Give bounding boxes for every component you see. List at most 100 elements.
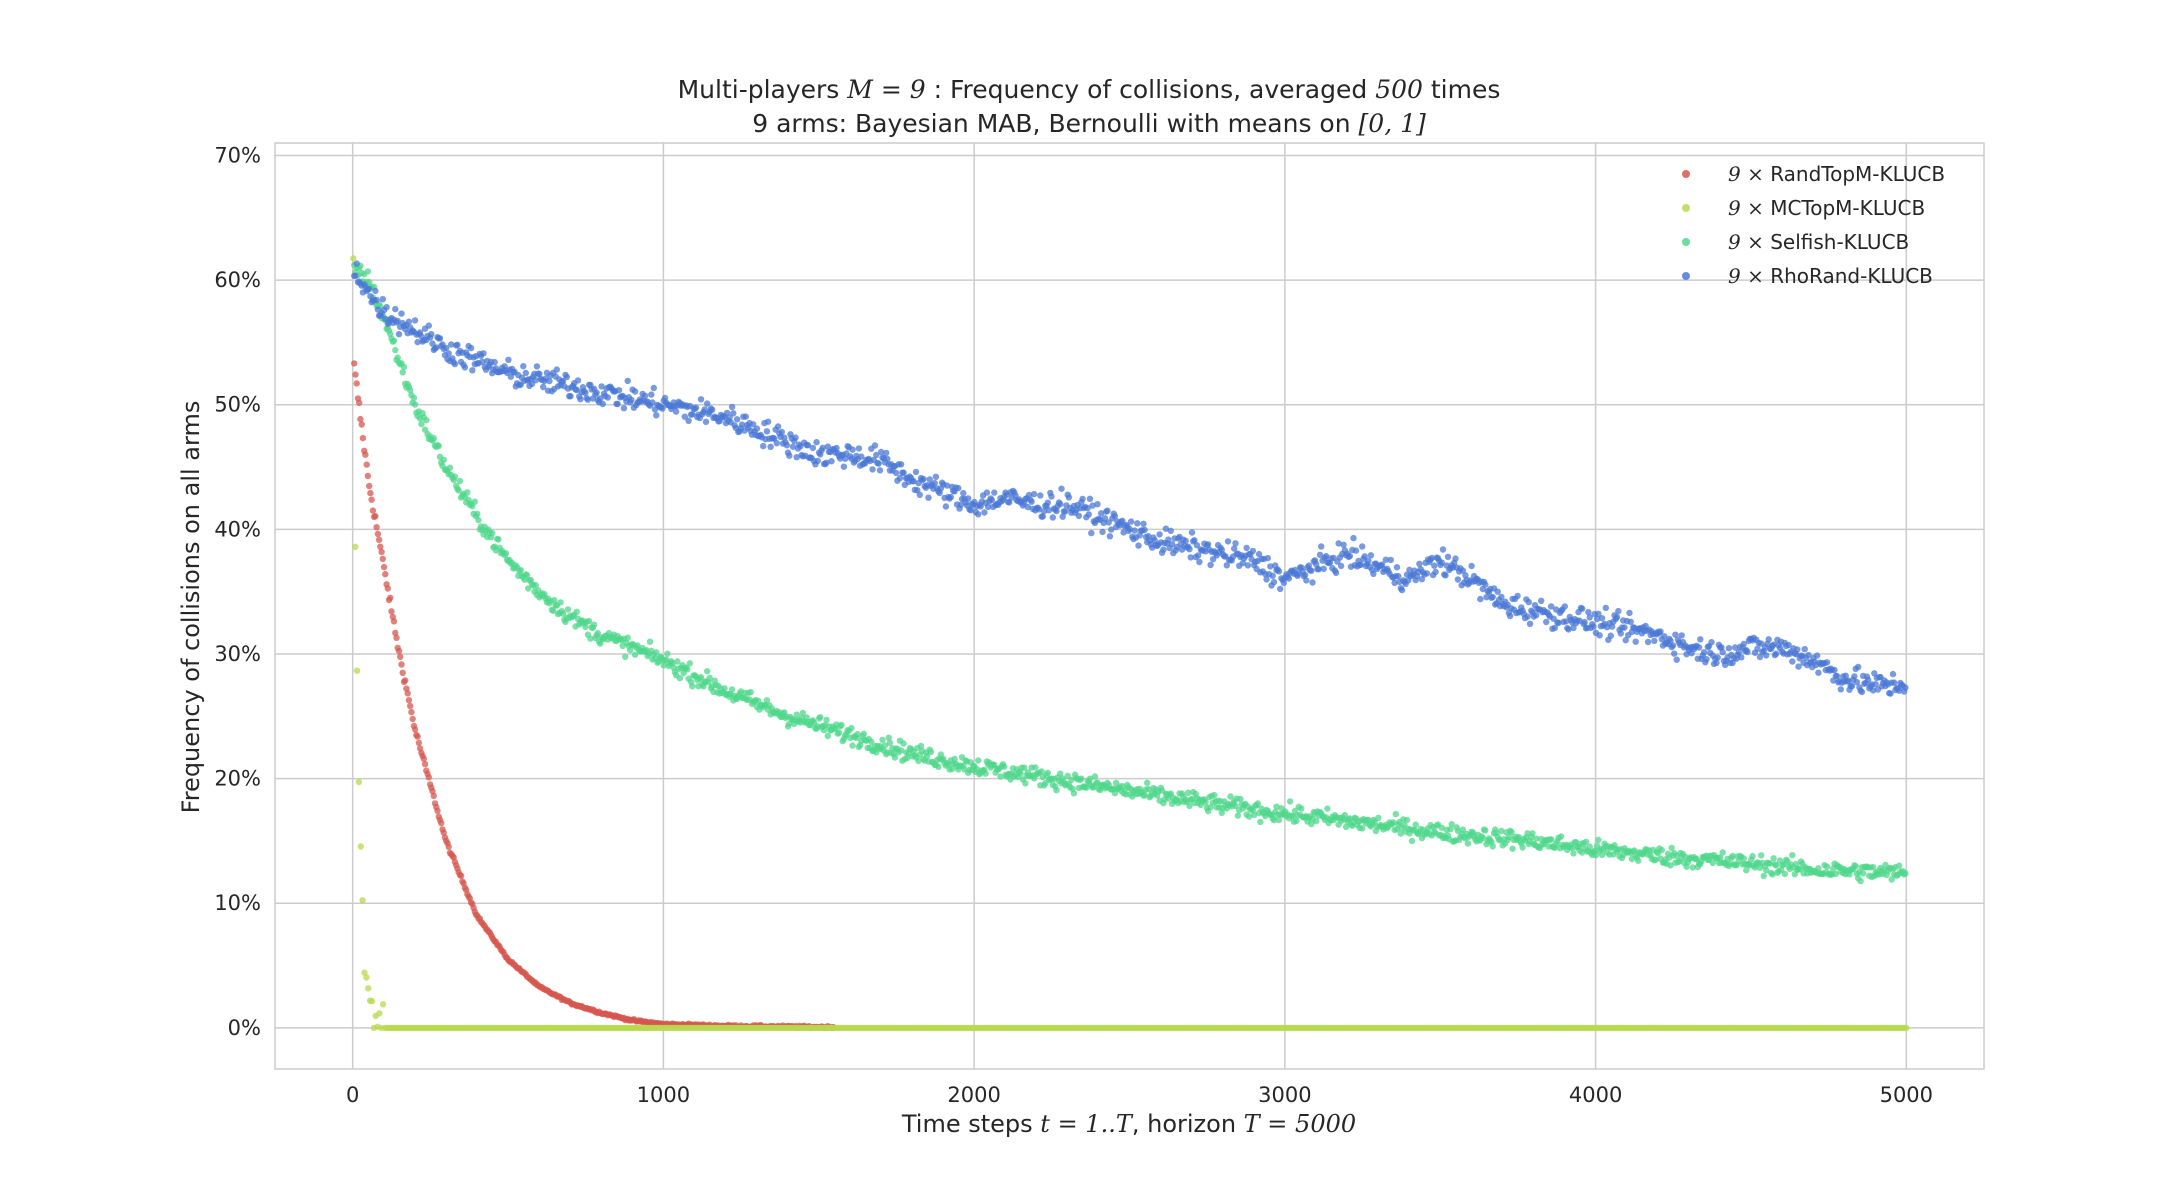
data-point (1756, 653, 1764, 661)
data-point (733, 416, 741, 423)
data-point (1022, 780, 1029, 787)
data-point (1254, 800, 1262, 807)
data-point (672, 408, 680, 415)
data-point (1025, 491, 1033, 499)
data-point (1717, 854, 1724, 861)
data-point (1693, 855, 1700, 863)
data-point (1627, 618, 1634, 625)
data-point (1182, 537, 1189, 545)
data-point (1548, 836, 1555, 843)
data-point (1269, 572, 1276, 579)
data-point (415, 739, 423, 747)
data-point (873, 451, 880, 459)
y-axis-ticks: 0% 10% 20% 30% 40% 50% 60% 70% (214, 143, 261, 1039)
data-point (1447, 826, 1454, 833)
data-point (960, 490, 967, 497)
data-point (1037, 492, 1044, 499)
data-point (692, 404, 700, 411)
data-point (1703, 656, 1710, 663)
data-point (1555, 619, 1562, 627)
data-point (467, 344, 475, 352)
data-point (1585, 609, 1592, 616)
data-point (564, 606, 572, 613)
data-point (1579, 605, 1586, 612)
data-point (1725, 645, 1733, 652)
data-point (1525, 598, 1533, 606)
data-point (1270, 578, 1278, 586)
data-point (1053, 507, 1060, 515)
data-point (1162, 525, 1170, 532)
data-point (469, 367, 476, 374)
y-tick-label: 30% (214, 642, 261, 666)
data-point (997, 773, 1004, 780)
data-point (392, 629, 399, 637)
data-point (1581, 618, 1588, 626)
data-point (1805, 651, 1812, 659)
data-point (742, 413, 749, 420)
data-point (1224, 538, 1232, 545)
data-point (674, 658, 681, 665)
data-point (1508, 828, 1515, 836)
data-point (1428, 554, 1436, 562)
data-point (517, 566, 524, 574)
data-point (1586, 614, 1593, 621)
data-point (440, 829, 447, 836)
data-point (1444, 553, 1452, 560)
data-point (364, 268, 372, 275)
data-point (1785, 641, 1792, 649)
data-point (1062, 508, 1069, 515)
data-point (615, 387, 623, 394)
data-point (420, 755, 427, 762)
data-point (792, 434, 799, 441)
data-point (1119, 517, 1126, 524)
data-point (1085, 511, 1093, 518)
data-point (1738, 654, 1745, 661)
data-point (1017, 770, 1024, 777)
data-point (1795, 663, 1802, 670)
data-point (1185, 789, 1192, 796)
data-point (352, 371, 359, 378)
data-point (1365, 816, 1372, 824)
data-point (1091, 773, 1099, 780)
data-point (1887, 690, 1894, 697)
data-point (359, 434, 367, 442)
data-point (1781, 870, 1789, 878)
data-point (1477, 595, 1484, 603)
data-point (1089, 502, 1096, 509)
data-point (646, 638, 654, 645)
data-point (897, 461, 905, 468)
data-point (1393, 564, 1401, 571)
data-point (434, 807, 441, 814)
data-point (1273, 803, 1280, 810)
data-point (1731, 644, 1739, 651)
x-axis-label: Time steps t = 1..T, horizon T = 5000 (901, 1110, 1356, 1138)
data-point (1533, 835, 1540, 842)
data-point (1277, 585, 1284, 593)
data-point (374, 530, 382, 538)
data-point (1039, 513, 1047, 520)
data-point (536, 370, 543, 378)
data-point (689, 411, 696, 418)
data-point (915, 757, 922, 765)
data-point (1669, 642, 1677, 649)
data-point (1758, 852, 1765, 859)
data-point (1479, 834, 1487, 842)
data-point (356, 399, 363, 406)
data-point (1713, 659, 1720, 666)
data-point (819, 444, 826, 451)
data-point (549, 607, 557, 614)
data-point (1524, 613, 1531, 620)
data-point (1359, 825, 1366, 832)
data-point (1127, 518, 1135, 525)
data-point (582, 623, 589, 631)
data-point (1543, 618, 1550, 626)
y-axis-label: Frequency of collisions on all arms (177, 401, 205, 814)
data-point (1439, 546, 1447, 553)
data-point (1622, 637, 1629, 644)
data-point (774, 423, 782, 430)
data-point (1851, 673, 1858, 680)
data-point (1548, 603, 1555, 610)
data-point (404, 690, 411, 697)
data-point (383, 304, 390, 311)
data-point (540, 383, 547, 391)
